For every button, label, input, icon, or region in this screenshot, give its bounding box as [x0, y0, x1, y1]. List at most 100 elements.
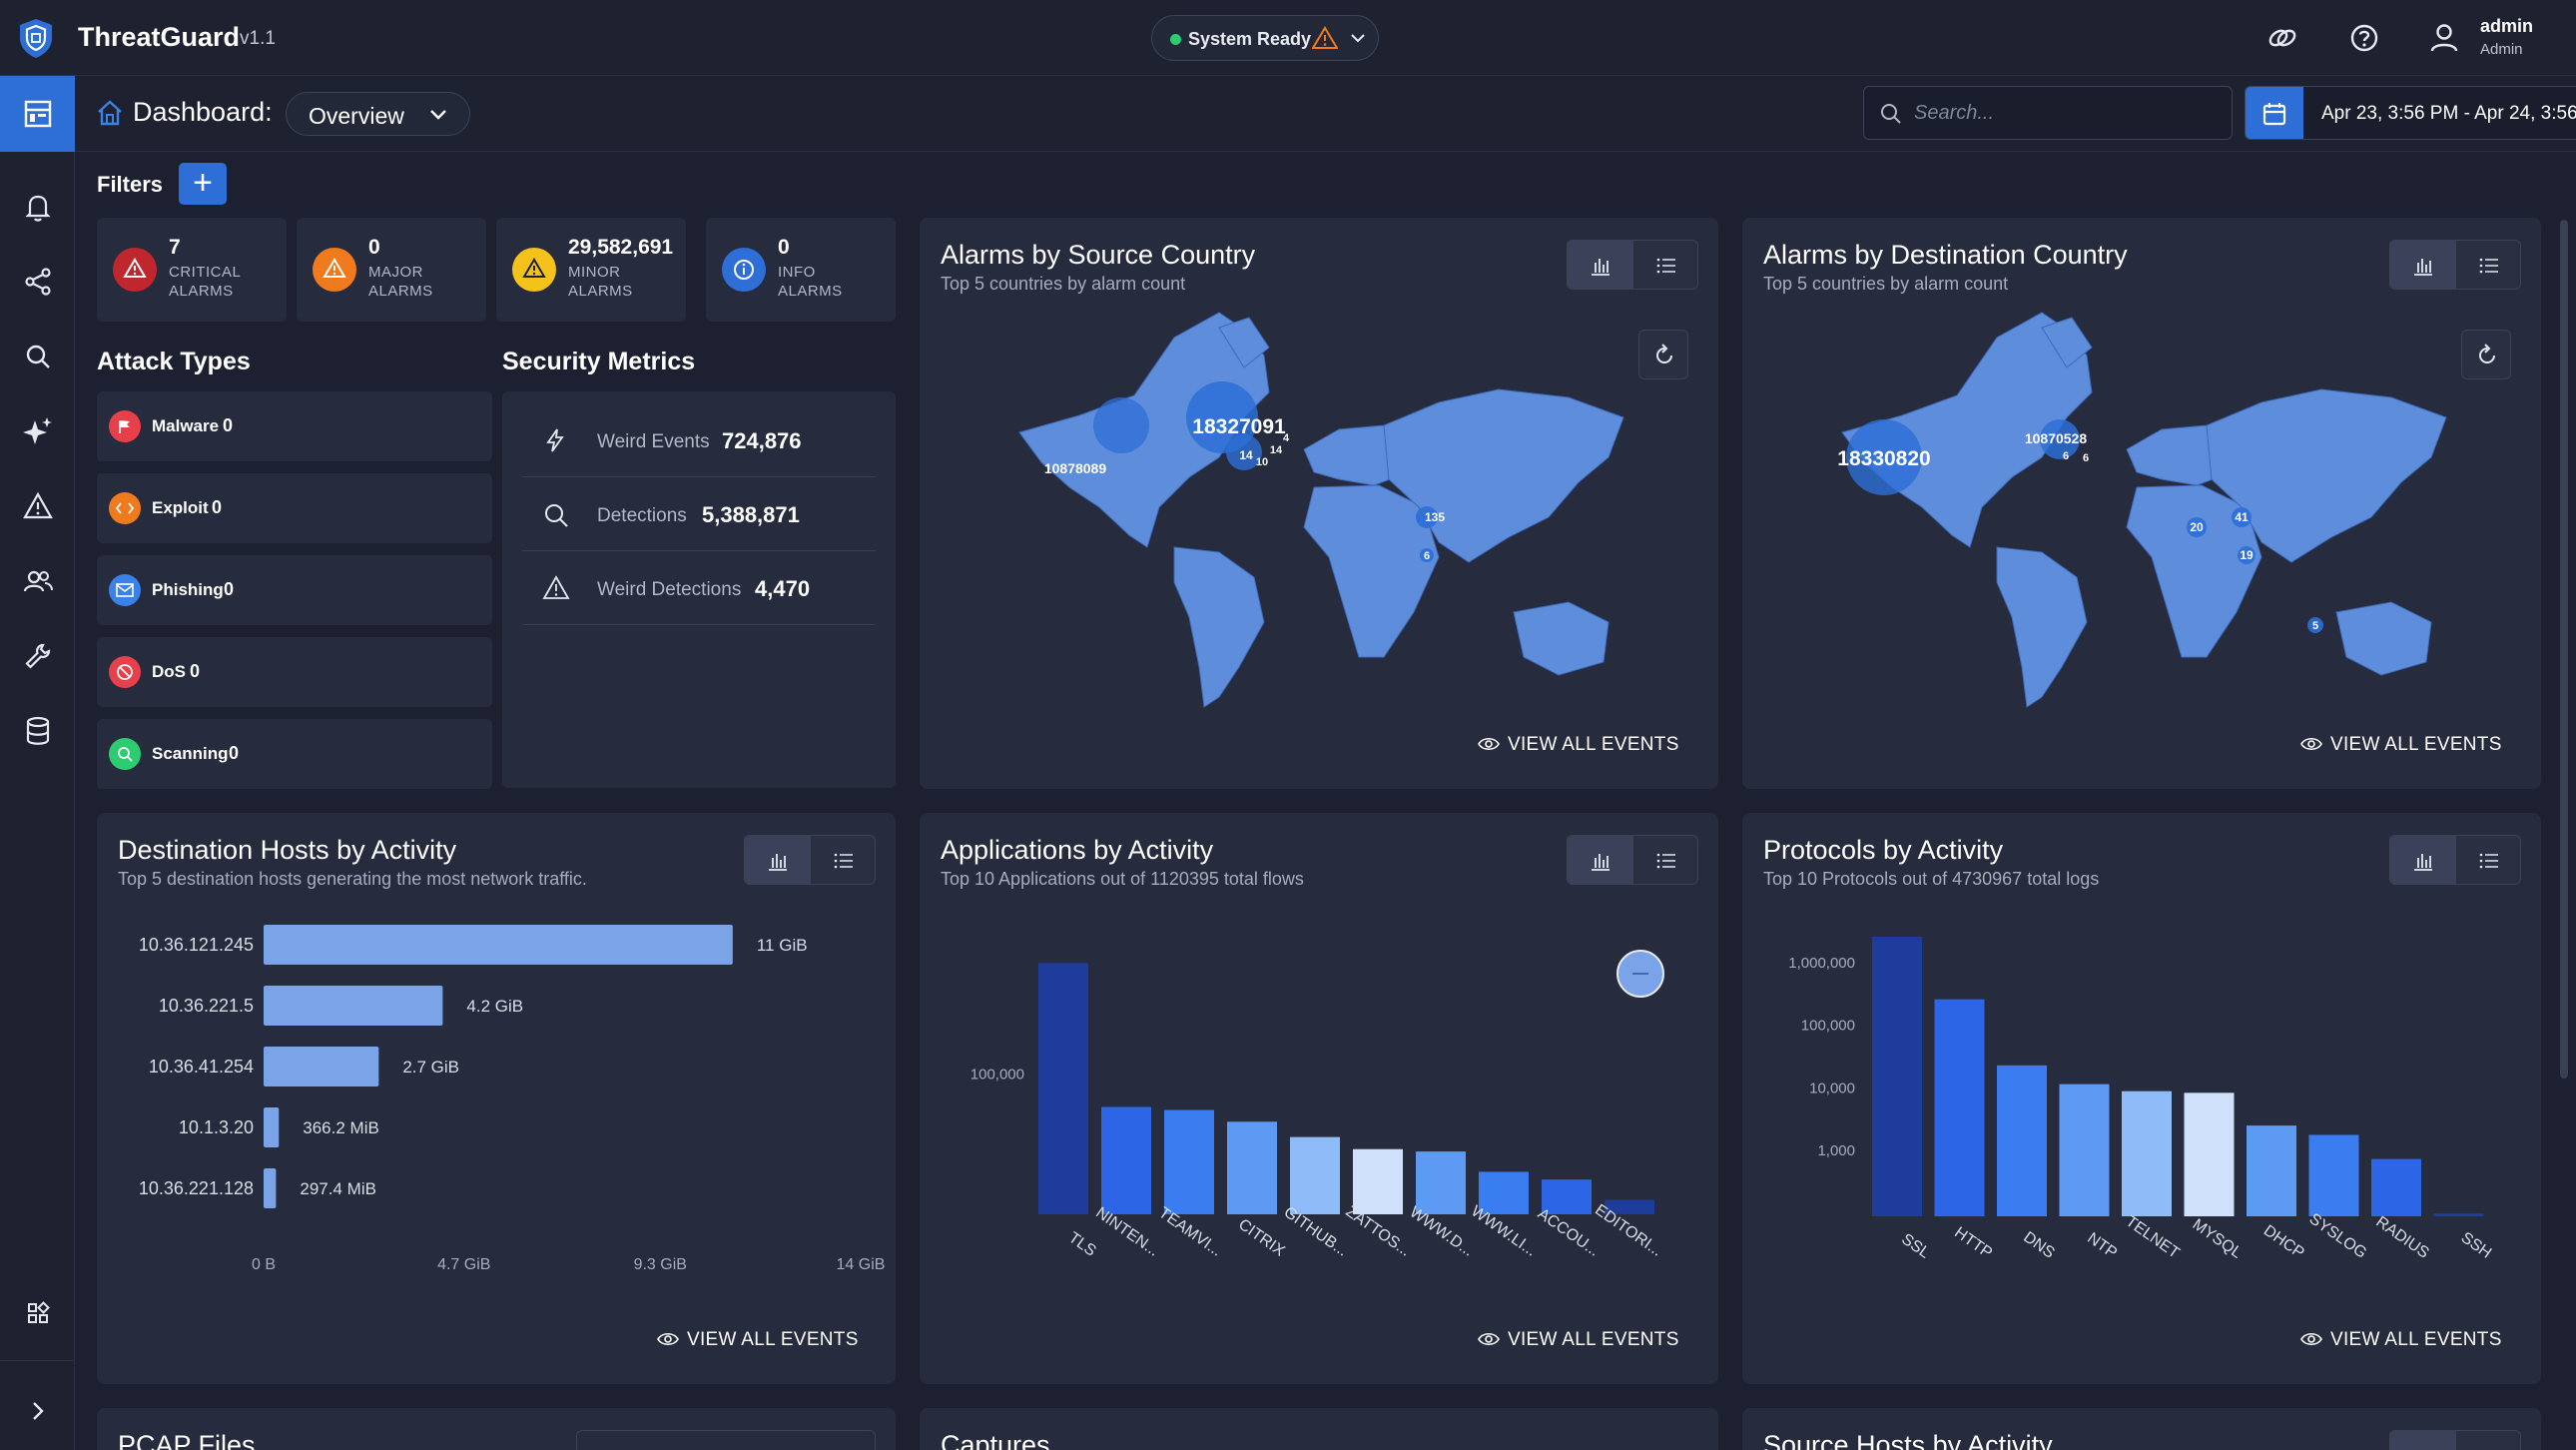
map-bubble[interactable]	[2187, 517, 2207, 537]
view-select[interactable]: Overview	[286, 92, 470, 136]
metric-row-detections[interactable]: Detections 5,388,871	[522, 477, 876, 551]
list-view-button[interactable]	[1633, 836, 1697, 884]
search-input[interactable]	[1914, 97, 2214, 129]
critical-alarm-icon	[113, 248, 157, 292]
map-bubble-label: 6	[1424, 550, 1430, 562]
minor-alarms-card[interactable]: 29,582,691 MINOR ALARMS	[496, 218, 686, 322]
list-view-button[interactable]	[2456, 1431, 2520, 1450]
search-nav-icon[interactable]	[19, 338, 57, 375]
sparkle-ai-icon[interactable]	[19, 412, 57, 450]
pcap-files-panel: PCAP Files	[97, 1408, 896, 1450]
apps-grid-icon[interactable]	[19, 1294, 57, 1332]
link-icon[interactable]	[2262, 18, 2302, 58]
list-icon	[2479, 258, 2498, 274]
database-icon[interactable]	[19, 712, 57, 750]
help-icon[interactable]	[2344, 18, 2384, 58]
x-tick-label: 14 GiB	[837, 1256, 886, 1273]
map-bubble-label: 10878089	[1044, 460, 1107, 476]
map-bubble[interactable]	[1416, 506, 1438, 528]
add-filter-button[interactable]: +	[179, 163, 227, 205]
chart-view-button[interactable]	[1568, 836, 1633, 884]
attack-item-phishing[interactable]: Phishing 0	[97, 555, 492, 625]
pcap-search-input[interactable]	[576, 1430, 876, 1450]
chart-view-button[interactable]	[2390, 836, 2456, 884]
attack-item-dos[interactable]: DoS 0	[97, 637, 492, 707]
user-avatar-icon[interactable]	[2424, 18, 2464, 58]
alert-triangle-icon[interactable]	[19, 487, 57, 525]
date-range-picker[interactable]: Apr 23, 3:56 PM - Apr 24, 3:56 PM	[2245, 86, 2576, 140]
chevron-down-icon	[430, 110, 446, 120]
host-bar	[264, 1047, 379, 1087]
x-category-label: SYSLOG	[2306, 1210, 2370, 1262]
chart-view-button[interactable]	[2390, 241, 2456, 289]
eye-icon	[1478, 737, 1500, 751]
map-bubble[interactable]	[1226, 434, 1262, 470]
metric-value: 5,388,871	[702, 502, 800, 527]
alarm-count: 0	[368, 236, 380, 259]
major-alarms-card[interactable]: 0 MAJOR ALARMS	[297, 218, 486, 322]
critical-alarms-card[interactable]: 7 CRITICAL ALARMS	[97, 218, 287, 322]
map-bubble[interactable]	[2238, 546, 2255, 564]
destination-country-panel: Alarms by Destination Country Top 5 coun…	[1742, 218, 2541, 789]
eye-icon	[2300, 1332, 2322, 1346]
zoom-reset-icon[interactable]	[1614, 948, 1666, 1000]
x-category-label: NTP	[2084, 1229, 2120, 1261]
list-view-button[interactable]	[2456, 241, 2520, 289]
map-bubble[interactable]	[1420, 548, 1434, 562]
destination-hosts-panel: Destination Hosts by Activity Top 5 dest…	[97, 813, 896, 1384]
user-name[interactable]: admin	[2480, 16, 2534, 36]
wrench-icon[interactable]	[19, 637, 57, 675]
list-view-button[interactable]	[2456, 836, 2520, 884]
x-tick-label: 0 B	[252, 1256, 276, 1273]
alarm-count: 7	[169, 236, 181, 259]
attack-item-scanning[interactable]: Scanning 0	[97, 719, 492, 789]
bell-icon[interactable]	[19, 188, 57, 226]
users-icon[interactable]	[19, 562, 57, 600]
activity-bar	[2184, 1092, 2235, 1216]
metric-value: 4,470	[755, 576, 811, 601]
chart-view-toggle	[1567, 835, 1698, 885]
attack-item-exploit[interactable]: Exploit 0	[97, 473, 492, 543]
attack-count: 0	[229, 743, 240, 763]
map-bubble[interactable]	[2307, 617, 2323, 633]
activity-bar	[1934, 999, 1985, 1216]
home-icon[interactable]	[95, 98, 125, 128]
view-all-label: VIEW ALL EVENTS	[2330, 1329, 2502, 1350]
metric-row-weird-events[interactable]: Weird Events 724,876	[522, 403, 876, 477]
panel-title: PCAP Files	[118, 1430, 256, 1450]
x-category-label: SSL	[1898, 1230, 1933, 1261]
calendar-button[interactable]	[2246, 87, 2303, 139]
chart-view-toggle	[2389, 835, 2521, 885]
info-alarms-card[interactable]: 0 INFO ALARMS	[706, 218, 896, 322]
list-view-button[interactable]	[811, 836, 875, 884]
map-bubble-label: 18327091	[1192, 415, 1286, 438]
refresh-button[interactable]	[1638, 330, 1688, 379]
list-view-button[interactable]	[1633, 241, 1697, 289]
map-bubble[interactable]	[2040, 419, 2080, 459]
alarm-count: 29,582,691	[568, 236, 674, 259]
refresh-button[interactable]	[2461, 330, 2511, 379]
map-bubble[interactable]	[1093, 397, 1149, 453]
top-bar: ThreatGuard v1.1 System Ready admin Admi…	[0, 0, 2576, 76]
chart-view-button[interactable]	[745, 836, 811, 884]
chart-view-button[interactable]	[1568, 241, 1633, 289]
x-category-label: TLS	[1065, 1229, 1099, 1260]
page-scrollbar[interactable]	[2560, 220, 2568, 1079]
map-bubble[interactable]	[2232, 507, 2252, 527]
map-bubble-label: 5	[2312, 620, 2318, 632]
system-status-dropdown[interactable]: System Ready	[1151, 15, 1379, 61]
metric-row-weird-detections[interactable]: Weird Detections 4,470	[522, 551, 876, 625]
map-bubble-label: 135	[1425, 510, 1445, 524]
map-bubble-label: 41	[2235, 510, 2249, 524]
nav-dashboard[interactable]	[0, 76, 75, 152]
map-bubble-label: 10	[1256, 456, 1268, 468]
shield-logo-icon[interactable]	[14, 16, 58, 60]
chevron-right-icon[interactable]	[19, 1392, 57, 1430]
nav-divider	[0, 1360, 75, 1361]
map-bubble[interactable]	[1846, 419, 1922, 495]
share-nodes-icon[interactable]	[19, 263, 57, 301]
app-title: ThreatGuard	[78, 22, 241, 52]
panel-subtitle: Top 10 Protocols out of 4730967 total lo…	[1763, 869, 2100, 889]
chart-view-button[interactable]	[2390, 1431, 2456, 1450]
attack-item-malware[interactable]: Malware 0	[97, 391, 492, 461]
